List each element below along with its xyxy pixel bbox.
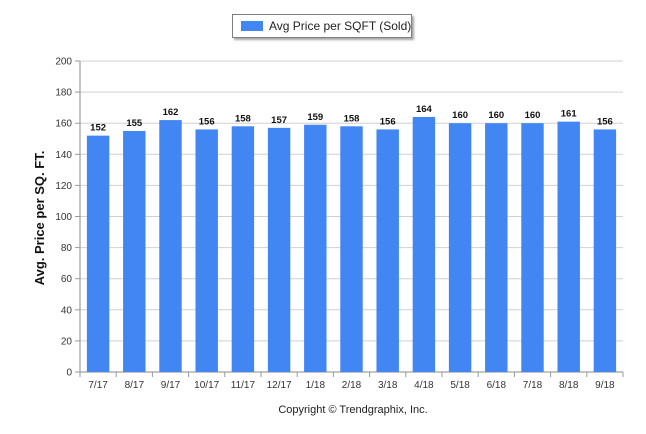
data-label-7/18: 160 [525,110,541,121]
data-label-12/17: 157 [271,115,287,126]
bar-9/18 [593,129,617,372]
data-label-9/18: 156 [597,116,613,127]
data-label-6/18: 160 [488,110,504,121]
x-tick-label-9/17: 9/17 [161,380,181,391]
copyright-credit: Copyright © Trendgraphix, Inc. [278,404,427,416]
bar-6/18 [485,123,508,372]
data-label-4/18: 164 [416,104,433,115]
y-tick-label-60: 60 [61,274,73,285]
y-axis-title: Avg. Price per SQ. FT. [32,151,47,286]
x-tick-label-10/17: 10/17 [194,380,219,391]
bar-12/17 [267,127,291,373]
bar-4/18 [412,116,436,372]
x-tick-label-1/18: 1/18 [306,380,326,391]
y-tick-label-160: 160 [55,119,72,130]
data-label-7/17: 152 [90,123,106,134]
legend-swatch [241,21,263,31]
bar-11/17 [231,126,255,372]
data-label-5/18: 160 [452,110,468,121]
bar-3/18 [376,129,399,372]
y-tick-label-40: 40 [61,305,73,316]
bar-10/17 [195,129,218,372]
data-label-8/18: 161 [561,109,578,120]
y-tick-label-100: 100 [55,212,72,223]
bars [86,116,617,373]
data-label-2/18: 158 [344,113,360,124]
x-tick-label-3/18: 3/18 [378,380,398,391]
x-tick-label-11/17: 11/17 [231,380,256,391]
bar-1/18 [304,124,327,372]
y-tick-label-200: 200 [55,57,72,68]
y-axis-ticks: 0 20 40 60 80 100 120 140 160 180 200 [55,57,80,379]
x-axis-ticks: 7/17 8/17 9/17 10/17 11/17 12/17 1/18 2/18 3/18 4… [79,372,624,391]
x-tick-label-2/18: 2/18 [342,380,362,391]
bar-8/18 [557,121,580,373]
y-tick-label-140: 140 [55,150,72,161]
x-tick-label-6/18: 6/18 [487,380,507,391]
data-label-1/18: 159 [307,112,323,123]
x-tick-label-4/18: 4/18 [414,380,434,391]
bar-2/18 [340,126,363,372]
x-tick-label-7/17: 7/17 [88,380,108,391]
bar-7/17 [86,135,110,372]
data-labels: 152 155 162 156 158 157 159 158 156 164 160 160 160 1… [90,104,613,134]
x-tick-label-12/17: 12/17 [267,380,292,391]
x-tick-label-9/18: 9/18 [595,380,615,391]
y-tick-label-0: 0 [66,368,72,379]
x-tick-label-8/17: 8/17 [125,380,145,391]
bar-9/17 [159,120,182,372]
x-tick-label-7/18: 7/18 [523,380,543,391]
data-label-3/18: 156 [380,116,396,127]
x-tick-label-5/18: 5/18 [450,380,470,391]
bar-7/18 [521,123,544,372]
data-label-10/17: 156 [199,116,215,127]
y-tick-label-20: 20 [61,336,73,347]
bar-8/17 [123,130,146,372]
x-tick-label-8/18: 8/18 [559,380,579,391]
legend: Avg Price per SQFT (Sold) [232,14,412,38]
y-tick-label-80: 80 [61,243,73,254]
y-tick-label-180: 180 [55,88,72,99]
data-label-8/17: 155 [126,118,143,129]
y-tick-label-120: 120 [55,181,72,192]
legend-label: Avg Price per SQFT (Sold) [269,19,412,33]
bar-5/18 [448,123,472,372]
data-label-9/17: 162 [163,107,179,118]
data-label-11/17: 158 [235,113,251,124]
